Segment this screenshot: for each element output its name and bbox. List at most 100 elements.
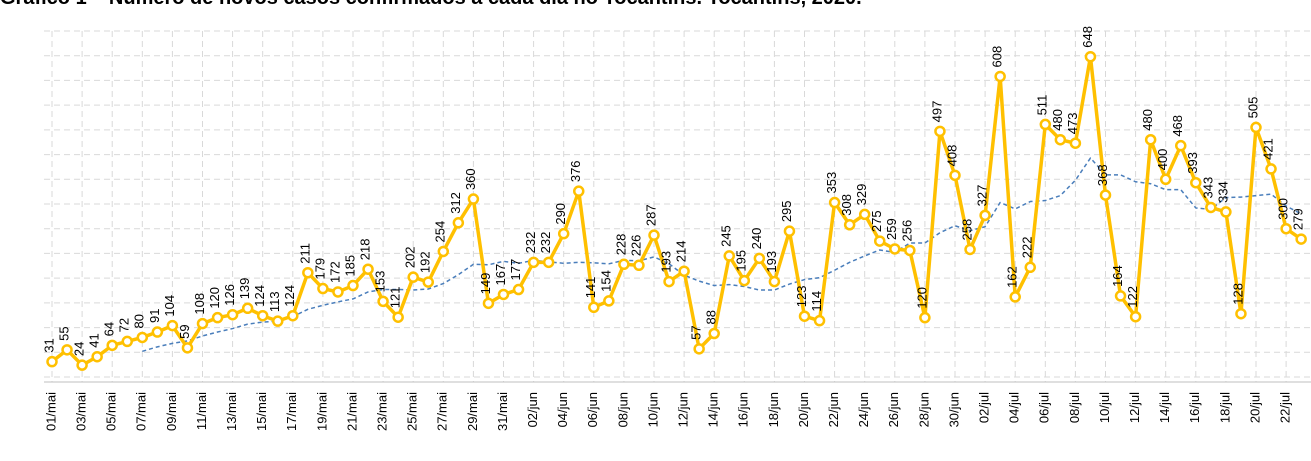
data-label: 226	[628, 235, 643, 257]
data-label: 222	[1020, 237, 1035, 259]
point	[1205, 201, 1217, 214]
data-label: 368	[1095, 164, 1110, 186]
point	[1235, 307, 1247, 320]
data-label: 480	[1140, 109, 1155, 131]
point	[151, 326, 164, 338]
data-label: 287	[643, 204, 658, 226]
point	[497, 288, 510, 301]
x-tick-label: 20/jun	[796, 392, 811, 427]
point	[347, 279, 359, 292]
data-label: 202	[403, 246, 418, 268]
data-label: 192	[418, 251, 433, 273]
point	[211, 311, 224, 324]
point	[843, 219, 856, 231]
data-label: 329	[854, 184, 869, 206]
point	[813, 314, 826, 327]
point	[136, 331, 149, 344]
point	[663, 275, 675, 288]
data-label: 124	[282, 285, 297, 307]
point	[588, 301, 600, 314]
data-label: 232	[523, 232, 538, 254]
x-tick-label: 24/jun	[856, 392, 871, 427]
point	[241, 302, 254, 315]
data-label: 290	[553, 203, 568, 225]
data-label: 80	[132, 314, 147, 328]
data-label: 256	[899, 220, 914, 242]
data-label: 55	[56, 326, 71, 340]
data-label: 343	[1200, 177, 1215, 199]
data-label: 360	[463, 168, 478, 190]
point	[121, 335, 133, 348]
point	[527, 256, 540, 269]
point	[287, 309, 299, 322]
x-tick-label: 12/jun	[676, 392, 691, 427]
x-tick-label: 07/mai	[134, 392, 149, 431]
point	[1220, 206, 1232, 218]
data-label: 193	[658, 251, 673, 273]
x-tick-label: 04/jun	[555, 392, 570, 427]
x-tick-label: 10/jul	[1097, 392, 1112, 423]
point	[1159, 173, 1172, 186]
x-tick-label: 10/jun	[645, 392, 660, 427]
point	[1069, 137, 1082, 149]
point	[783, 225, 796, 237]
point	[166, 319, 179, 332]
point	[618, 258, 630, 271]
point	[557, 227, 570, 240]
point	[678, 265, 690, 277]
point	[407, 271, 419, 283]
x-tick-label: 28/jun	[916, 392, 931, 427]
data-label: 218	[357, 239, 372, 261]
data-label: 245	[719, 225, 734, 247]
point	[1084, 50, 1097, 63]
data-label: 167	[493, 264, 508, 286]
point	[738, 274, 751, 287]
data-label: 24	[72, 342, 87, 356]
point	[181, 342, 194, 354]
data-label: 193	[764, 251, 779, 273]
point	[1175, 139, 1187, 152]
data-label: 334	[1215, 181, 1230, 203]
x-tick-label: 19/mai	[314, 392, 329, 431]
point	[919, 311, 931, 324]
data-label: 31	[41, 338, 56, 352]
data-label: 393	[1185, 152, 1200, 174]
data-label: 179	[312, 258, 327, 280]
data-label: 211	[297, 243, 312, 264]
point	[874, 235, 886, 247]
point	[648, 229, 660, 241]
point	[798, 310, 811, 322]
data-label: 149	[478, 273, 493, 295]
average-line	[142, 157, 1302, 353]
data-label: 497	[929, 101, 944, 123]
data-label: 162	[1005, 266, 1020, 288]
point	[1114, 290, 1127, 302]
data-label: 480	[1050, 109, 1065, 131]
x-tick-label: 11/mai	[194, 392, 209, 430]
data-label: 195	[734, 250, 749, 272]
x-tick-label: 08/jul	[1067, 392, 1082, 423]
data-label: 153	[373, 271, 388, 293]
point	[708, 327, 720, 340]
data-label: 473	[1065, 112, 1080, 134]
point	[1039, 118, 1052, 131]
data-label: 300	[1276, 198, 1291, 220]
point	[317, 282, 329, 295]
data-label: 421	[1260, 138, 1275, 160]
x-tick-label: 13/mai	[224, 392, 239, 431]
data-label: 232	[538, 232, 553, 254]
data-label: 123	[794, 285, 809, 307]
x-tick-label: 09/mai	[164, 392, 179, 431]
x-tick-label: 18/jun	[766, 392, 781, 427]
point	[226, 308, 239, 321]
x-tick-label: 30/jun	[946, 392, 961, 427]
point	[1129, 310, 1142, 323]
data-label: 308	[839, 194, 854, 216]
point	[1295, 233, 1307, 245]
data-label: 120	[207, 287, 222, 309]
data-label: 139	[237, 278, 252, 300]
point	[693, 343, 705, 355]
data-label: 114	[809, 291, 824, 312]
x-tick-label: 05/mai	[104, 392, 119, 431]
